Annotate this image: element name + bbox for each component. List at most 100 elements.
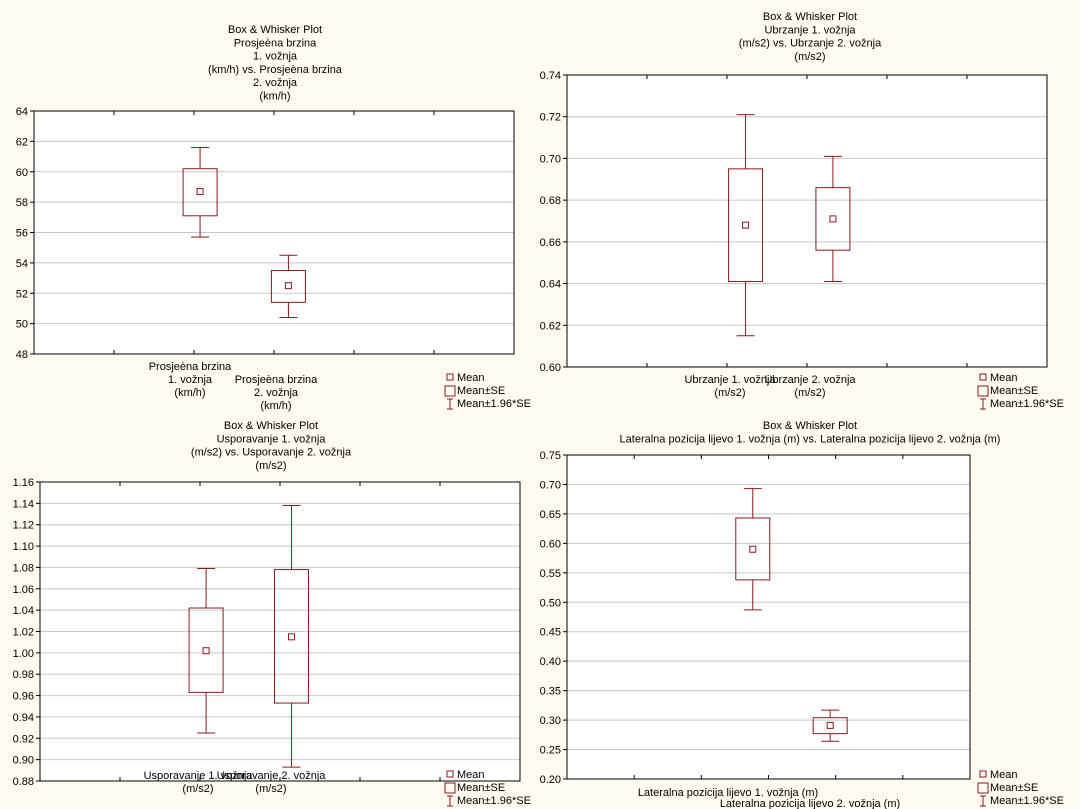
mean-marker: [288, 633, 296, 641]
y-tick-label: 0.60: [540, 538, 561, 550]
category-label-line: (m/s2): [794, 387, 825, 399]
y-tick-label: 0.94: [13, 712, 34, 724]
y-tick-label: 58: [16, 197, 28, 209]
plot-border: [33, 110, 515, 355]
box-2: [274, 504, 310, 768]
legend-ci-label: Mean±1.96*SE: [457, 398, 531, 410]
plot-border: [566, 454, 971, 780]
plot-border: [39, 481, 521, 782]
y-tick-label: 0.55: [540, 568, 561, 580]
y-tick-label: 54: [16, 258, 28, 270]
y-tick-label: 50: [16, 319, 28, 331]
category-label-1: Usporavanje 1. vožnja(m/s2): [144, 770, 254, 795]
chart-panel-lateral-position: Box & Whisker Plot Lateralna pozicija lij…: [540, 412, 1080, 809]
y-tick-label: 0.88: [13, 776, 34, 788]
y-tick-label: 64: [16, 106, 28, 118]
y-tick-label: 0.50: [540, 597, 561, 609]
mean-marker: [196, 187, 204, 195]
legend-mean-icon: [446, 770, 454, 778]
y-tick-label: 48: [16, 349, 28, 361]
category-label-line: (km/h): [174, 387, 205, 399]
y-tick-label: 0.20: [540, 774, 561, 786]
category-label-line: Prosjeèna brzina: [235, 374, 318, 386]
y-tick-label: 0.75: [540, 450, 561, 462]
legend-se-label: Mean±SE: [990, 385, 1038, 397]
y-tick-label: 0.60: [540, 362, 561, 374]
y-tick-label: 0.45: [540, 627, 561, 639]
plot-border: [566, 74, 1048, 368]
category-label-line: Lateralna pozicija lijevo 1. vožnja (m): [638, 787, 818, 799]
chart-title-line: Box & Whisker Plot: [224, 420, 318, 432]
legend-ci-label: Mean±1.96*SE: [990, 398, 1064, 410]
y-tick-label: 0.70: [540, 153, 561, 165]
legend-mean-label: Mean: [457, 769, 485, 781]
box-1: [728, 114, 764, 337]
se-box: [182, 168, 218, 217]
mean-marker: [284, 282, 292, 290]
y-tick-label: 1.14: [13, 498, 34, 510]
y-tick-label: 0.64: [540, 279, 561, 291]
y-tick-label: 1.04: [13, 605, 34, 617]
legend-se-label: Mean±SE: [457, 782, 505, 794]
y-tick-label: 0.62: [540, 320, 561, 332]
chart-title-line: (m/s2): [255, 460, 286, 472]
chart-title-line: 2. vožnja: [253, 77, 298, 89]
box-1: [735, 488, 771, 611]
y-tick-label: 1.02: [13, 627, 34, 639]
y-tick-label: 0.66: [540, 237, 561, 249]
se-box: [270, 269, 306, 303]
legend-se-label: Mean±SE: [990, 782, 1038, 794]
legend-se-icon: [977, 782, 989, 794]
legend-se-label: Mean±SE: [457, 385, 505, 397]
category-label-1: Lateralna pozicija lijevo 1. vožnja (m): [638, 787, 818, 799]
category-label-1: Ubrzanje 1. vožnja(m/s2): [684, 374, 776, 399]
category-label-2: Lateralna pozicija lijevo 2. vožnja (m): [720, 798, 900, 809]
se-box: [728, 168, 764, 282]
legend-mean-label: Mean: [457, 372, 485, 384]
se-box: [188, 607, 224, 693]
chart-title-line: Box & Whisker Plot: [763, 11, 857, 23]
chart-title-line: Box & Whisker Plot: [763, 420, 857, 432]
category-label-2: Usporavanje 2. vožnja(m/s2): [217, 770, 327, 795]
category-label-line: Lateralna pozicija lijevo 2. vožnja (m): [720, 798, 900, 809]
y-tick-label: 0.98: [13, 669, 34, 681]
chart-title-line: Ubrzanje 1. vožnja: [764, 24, 856, 36]
se-box: [812, 717, 848, 735]
plot-area: [567, 455, 970, 779]
y-tick-label: 0.90: [13, 755, 34, 767]
box-2: [812, 709, 848, 742]
y-tick-label: 0.30: [540, 715, 561, 727]
y-tick-label: 0.92: [13, 733, 34, 745]
chart-title-line: Prosjeèna brzina: [234, 37, 317, 49]
category-label-line: Ubrzanje 1. vožnja: [684, 374, 776, 386]
category-label-line: 1. vožnja: [168, 374, 213, 386]
chart-title-line: (km/h) vs. Prosjeèna brzina: [208, 64, 343, 76]
y-tick-label: 0.25: [540, 745, 561, 757]
mean-marker: [829, 215, 837, 223]
chart-title-line: Box & Whisker Plot: [228, 24, 322, 36]
y-tick-label: 1.12: [13, 520, 34, 532]
y-tick-label: 56: [16, 228, 28, 240]
y-tick-label: 0.96: [13, 691, 34, 703]
category-label-line: (km/h): [260, 400, 291, 412]
box-1: [188, 567, 224, 734]
chart-title-line: Lateralna pozicija lijevo 1. vožnja (m) …: [620, 433, 1001, 445]
mean-marker: [202, 647, 210, 655]
chart-title-line: Usporavanje 1. vožnja: [217, 433, 327, 445]
category-label-line: Ubrzanje 2. vožnja: [764, 374, 856, 386]
legend-ci-label: Mean±1.96*SE: [990, 795, 1064, 807]
chart-title-line: (m/s2) vs. Ubrzanje 2. vožnja: [739, 38, 882, 50]
category-label-line: Usporavanje 2. vožnja: [217, 770, 327, 782]
se-box: [815, 187, 851, 251]
y-tick-label: 1.10: [13, 541, 34, 553]
chart-panel-speed: Box & Whisker Plot Prosjeèna brzina 1. vož…: [0, 0, 540, 412]
